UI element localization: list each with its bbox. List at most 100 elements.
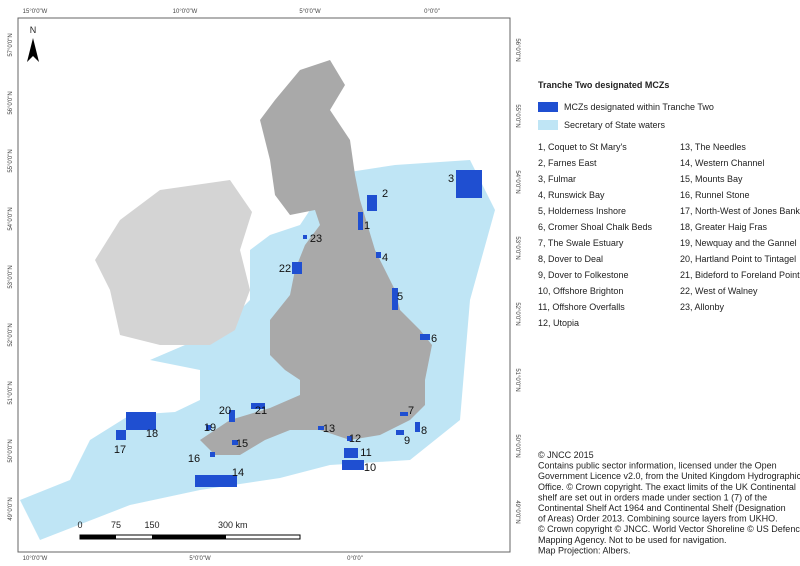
- graticule-label: 54°0'0"N: [8, 207, 14, 230]
- mcz-area: [210, 452, 215, 457]
- mcz-area: [292, 262, 302, 274]
- mcz-area: [376, 252, 381, 258]
- graticule-label: 50°0'0"N: [514, 434, 520, 457]
- mcz-label: 11: [360, 447, 371, 459]
- mcz-area: [456, 170, 482, 198]
- graticule-label: 5°0'0"W: [189, 556, 211, 562]
- north-label: N: [30, 25, 37, 35]
- mcz-label: 8: [421, 425, 427, 437]
- mcz-label: 3: [448, 173, 454, 185]
- mcz-area: [229, 410, 235, 422]
- mcz-area: [206, 425, 211, 430]
- site-name: 8, Dover to Deal: [538, 254, 603, 264]
- mcz-area: [347, 436, 352, 441]
- mcz-area: [367, 195, 377, 211]
- credit-line: Continental Shelf Act 1964 and Continent…: [538, 503, 786, 513]
- graticule-label: 57°0'0"N: [8, 33, 14, 56]
- site-name: 7, The Swale Estuary: [538, 238, 624, 248]
- graticule-label: 0°0'0": [424, 9, 440, 15]
- scale-label: 75: [111, 520, 121, 530]
- mcz-area: [303, 235, 307, 239]
- mcz-label: 23: [310, 233, 322, 245]
- mcz-area: [195, 475, 237, 487]
- legend-swatch-waters: [538, 120, 558, 130]
- graticule-label: 10°0'0"W: [23, 556, 48, 562]
- scale-label: 300 km: [218, 520, 248, 530]
- mcz-label: 6: [431, 333, 437, 345]
- graticule-label: 54°0'0"N: [514, 170, 520, 193]
- graticule-label: 52°0'0"N: [8, 323, 14, 346]
- scale-bar: [79, 534, 301, 540]
- site-name: 13, The Needles: [680, 142, 746, 152]
- credit-line: Office. © Crown copyright. The exact lim…: [538, 482, 796, 492]
- mcz-label: 5: [397, 291, 403, 303]
- mcz-label: 17: [114, 444, 126, 456]
- graticule-label: 55°0'0"N: [514, 104, 520, 127]
- site-name: 19, Newquay and the Gannel: [680, 238, 797, 248]
- mcz-area: [126, 412, 156, 430]
- mcz-label: 7: [408, 405, 414, 417]
- mcz-label: 16: [188, 453, 200, 465]
- scale-label: 0: [77, 520, 82, 530]
- graticule-label: 56°0'0"N: [514, 38, 520, 61]
- mcz-area: [358, 212, 363, 230]
- mcz-label: 1: [364, 220, 370, 232]
- site-name: 14, Western Channel: [680, 158, 764, 168]
- mcz-area: [420, 334, 430, 340]
- credit-line: © Crown copyright © JNCC. World Vector S…: [538, 524, 800, 534]
- mcz-label: 14: [232, 467, 244, 479]
- mcz-label: 4: [382, 252, 388, 264]
- legend-swatch-mcz: [538, 102, 558, 112]
- site-name: 23, Allonby: [680, 302, 725, 312]
- graticule-label: 55°0'0"N: [8, 149, 14, 172]
- mcz-label: 13: [323, 423, 335, 435]
- site-name: 5, Holderness Inshore: [538, 206, 626, 216]
- mcz-area: [251, 403, 265, 409]
- graticule-label: 56°0'0"N: [8, 91, 14, 114]
- land-ireland: [95, 180, 252, 345]
- mcz-label: 2: [382, 188, 388, 200]
- legend-title: Tranche Two designated MCZs: [538, 80, 669, 90]
- site-name: 15, Mounts Bay: [680, 174, 743, 184]
- graticule-label: 49°0'0"N: [514, 500, 520, 523]
- mcz-label: 20: [219, 405, 231, 417]
- site-name: 12, Utopia: [538, 318, 579, 328]
- scale-bar-segment: [152, 535, 226, 539]
- site-name: 16, Runnel Stone: [680, 190, 750, 200]
- mcz-label: 18: [146, 428, 158, 440]
- site-name: 22, West of Walney: [680, 286, 758, 296]
- mcz-area: [415, 422, 420, 432]
- graticule-label: 5°0'0"W: [299, 9, 321, 15]
- mcz-area: [392, 288, 398, 310]
- graticule-label: 10°0'0"W: [173, 9, 198, 15]
- mcz-area: [342, 460, 364, 470]
- site-name: 6, Cromer Shoal Chalk Beds: [538, 222, 653, 232]
- site-name: 21, Bideford to Foreland Point: [680, 270, 800, 280]
- credit-line: Mapping Agency. Not to be used for navig…: [538, 535, 726, 545]
- mcz-area: [116, 430, 126, 440]
- legend-item: MCZs designated within Tranche Two: [564, 102, 714, 112]
- site-name: 2, Farnes East: [538, 158, 597, 168]
- site-name: 18, Greater Haig Fras: [680, 222, 768, 232]
- legend-item: Secretary of State waters: [564, 120, 666, 130]
- mcz-area: [344, 448, 358, 458]
- graticule-label: 51°0'0"N: [8, 381, 14, 404]
- mcz-area: [396, 430, 404, 435]
- graticule-label: 52°0'0"N: [514, 302, 520, 325]
- graticule-label: 15°0'0"W: [23, 9, 48, 15]
- mcz-label: 9: [404, 435, 410, 447]
- mcz-area: [318, 426, 324, 430]
- graticule-label: 53°0'0"N: [514, 236, 520, 259]
- mcz-label: 19: [204, 422, 216, 434]
- mcz-label: 15: [236, 438, 248, 450]
- site-name: 3, Fulmar: [538, 174, 576, 184]
- graticule-label: 51°0'0"N: [514, 368, 520, 391]
- graticule-label: 53°0'0"N: [8, 265, 14, 288]
- site-name: 17, North-West of Jones Bank: [680, 206, 800, 216]
- credit-line: shelf are set out in orders made under s…: [538, 492, 767, 502]
- mcz-area: [232, 440, 238, 445]
- credit-line: Government Licence v2.0, from the United…: [538, 471, 800, 481]
- site-name: 11, Offshore Overfalls: [538, 302, 625, 312]
- scale-bar-segment: [80, 535, 116, 539]
